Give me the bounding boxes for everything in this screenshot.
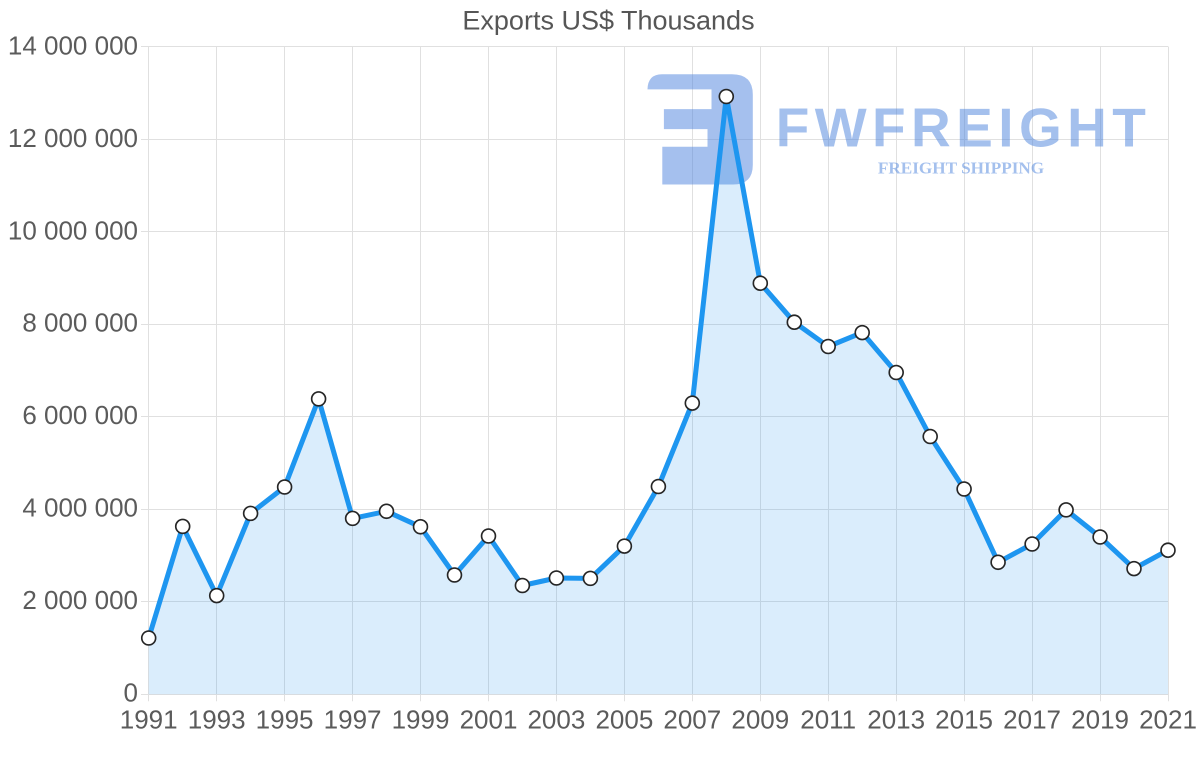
- svg-text:2005: 2005: [595, 704, 653, 734]
- svg-text:2 000 000: 2 000 000: [22, 585, 138, 615]
- svg-text:10 000 000: 10 000 000: [8, 215, 138, 245]
- svg-text:2011: 2011: [800, 704, 856, 734]
- svg-text:Exports US$ Thousands: Exports US$ Thousands: [462, 6, 754, 36]
- svg-text:2003: 2003: [527, 704, 585, 734]
- svg-text:2001: 2001: [460, 704, 518, 734]
- svg-text:14 000 000: 14 000 000: [8, 30, 138, 60]
- svg-text:8 000 000: 8 000 000: [22, 308, 138, 338]
- svg-text:2021: 2021: [1139, 704, 1197, 734]
- svg-text:4 000 000: 4 000 000: [22, 493, 138, 523]
- svg-text:FREIGHT SHIPPING: FREIGHT SHIPPING: [878, 158, 1044, 177]
- svg-text:1995: 1995: [256, 704, 314, 734]
- svg-text:12 000 000: 12 000 000: [8, 123, 138, 153]
- svg-text:1991: 1991: [120, 704, 178, 734]
- svg-text:2013: 2013: [867, 704, 925, 734]
- svg-text:1999: 1999: [392, 704, 450, 734]
- svg-text:2017: 2017: [1003, 704, 1061, 734]
- svg-text:2007: 2007: [663, 704, 721, 734]
- svg-text:FWFREIGHT: FWFREIGHT: [776, 97, 1152, 159]
- svg-text:1997: 1997: [324, 704, 382, 734]
- svg-text:6 000 000: 6 000 000: [22, 400, 138, 430]
- svg-text:2019: 2019: [1071, 704, 1129, 734]
- svg-text:2009: 2009: [731, 704, 789, 734]
- svg-text:0: 0: [124, 678, 138, 708]
- svg-text:1993: 1993: [188, 704, 246, 734]
- svg-text:2015: 2015: [935, 704, 993, 734]
